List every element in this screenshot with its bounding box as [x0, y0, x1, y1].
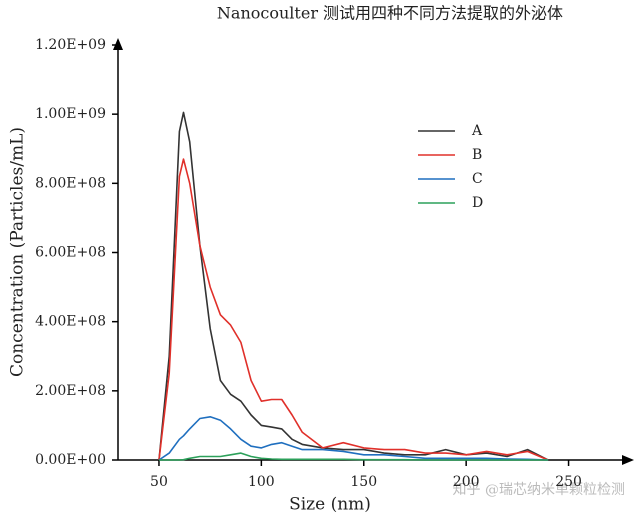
x-tick-label: 100: [248, 474, 275, 490]
y-tick-label: 0.00E+00: [35, 452, 106, 468]
y-tick-label: 4.00E+08: [35, 314, 106, 330]
x-arrow: [622, 455, 634, 465]
legend-label: C: [472, 171, 483, 187]
series-line: [158, 416, 549, 461]
x-tick-label: 200: [453, 474, 480, 490]
series-line: [158, 111, 549, 461]
y-arrow: [113, 38, 123, 50]
watermark: 知乎 @瑞芯纳米单颗粒检测: [453, 481, 625, 498]
x-tick-label: 250: [555, 474, 582, 490]
legend-label: D: [472, 195, 483, 211]
series-line: [158, 158, 549, 461]
y-axis-label: Concentration (Particles/mL): [8, 127, 28, 377]
legend-label: B: [472, 147, 482, 163]
y-tick-label: 6.00E+08: [35, 245, 106, 261]
y-tick-label: 8.00E+08: [35, 175, 106, 191]
legend-label: A: [471, 123, 483, 139]
y-tick-label: 1.00E+09: [35, 106, 106, 122]
chart-title: Nanocoulter 测试用四种不同方法提取的外泌体: [217, 4, 563, 23]
y-tick-label: 1.20E+09: [35, 37, 106, 53]
x-tick-label: 150: [350, 474, 377, 490]
series-line: [159, 452, 549, 461]
x-tick-label: 50: [150, 474, 168, 490]
y-tick-label: 2.00E+08: [35, 383, 106, 399]
x-axis-label: Size (nm): [289, 495, 371, 515]
